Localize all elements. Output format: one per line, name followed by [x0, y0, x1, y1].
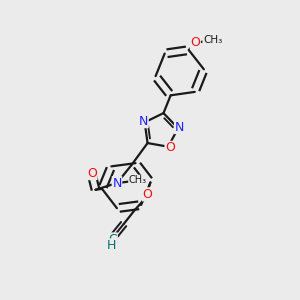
Text: N: N: [112, 177, 122, 190]
Text: N: N: [175, 121, 184, 134]
Text: O: O: [87, 167, 97, 180]
Text: O: O: [165, 141, 175, 154]
Text: O: O: [142, 188, 152, 201]
Text: N: N: [139, 115, 148, 128]
Text: CH₃: CH₃: [129, 175, 147, 185]
Text: O: O: [190, 37, 200, 50]
Text: H: H: [107, 239, 116, 252]
Text: CH₃: CH₃: [203, 35, 222, 45]
Text: C: C: [109, 233, 117, 246]
